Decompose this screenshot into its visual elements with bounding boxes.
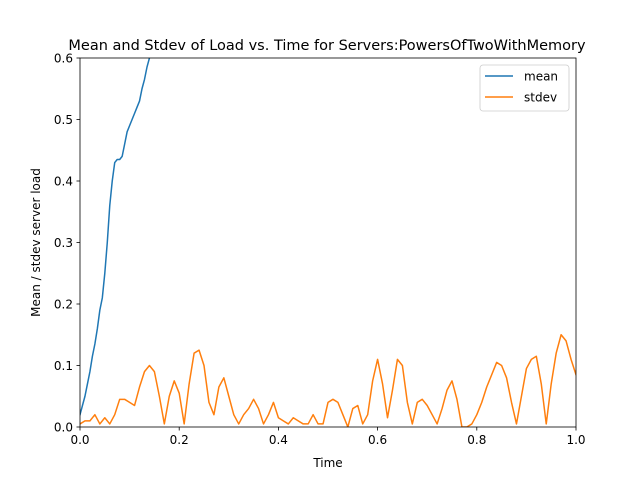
x-tick-label: 0.6: [368, 433, 387, 447]
y-tick-label: 0.2: [54, 297, 73, 311]
y-tick-label: 0.3: [54, 236, 73, 250]
series-line-mean: [80, 58, 151, 416]
legend-label-mean: mean: [524, 69, 558, 83]
legend-label-stdev: stdev: [524, 90, 557, 104]
x-axis: 0.0 0.2 0.4 0.6 0.8 1.0: [70, 427, 586, 447]
y-axis: 0.0 0.1 0.2 0.3 0.4 0.5 0.6: [54, 51, 80, 434]
y-tick-label: 0.6: [54, 51, 73, 65]
x-tick-label: 1.0: [566, 433, 585, 447]
x-tick-label: 0.0: [70, 433, 89, 447]
x-tick-label: 0.4: [269, 433, 288, 447]
y-tick-label: 0.1: [54, 359, 73, 373]
series-line-stdev: [80, 334, 576, 427]
x-tick-label: 0.2: [170, 433, 189, 447]
chart-title: Mean and Stdev of Load vs. Time for Serv…: [68, 38, 586, 54]
y-tick-label: 0.0: [54, 420, 73, 434]
y-tick-label: 0.4: [54, 174, 73, 188]
y-axis-label: Mean / stdev server load: [29, 168, 43, 317]
series-group: [80, 58, 576, 427]
x-axis-label: Time: [312, 456, 342, 470]
x-tick-label: 0.8: [467, 433, 486, 447]
legend: mean stdev: [479, 64, 570, 112]
y-tick-label: 0.5: [54, 113, 73, 127]
